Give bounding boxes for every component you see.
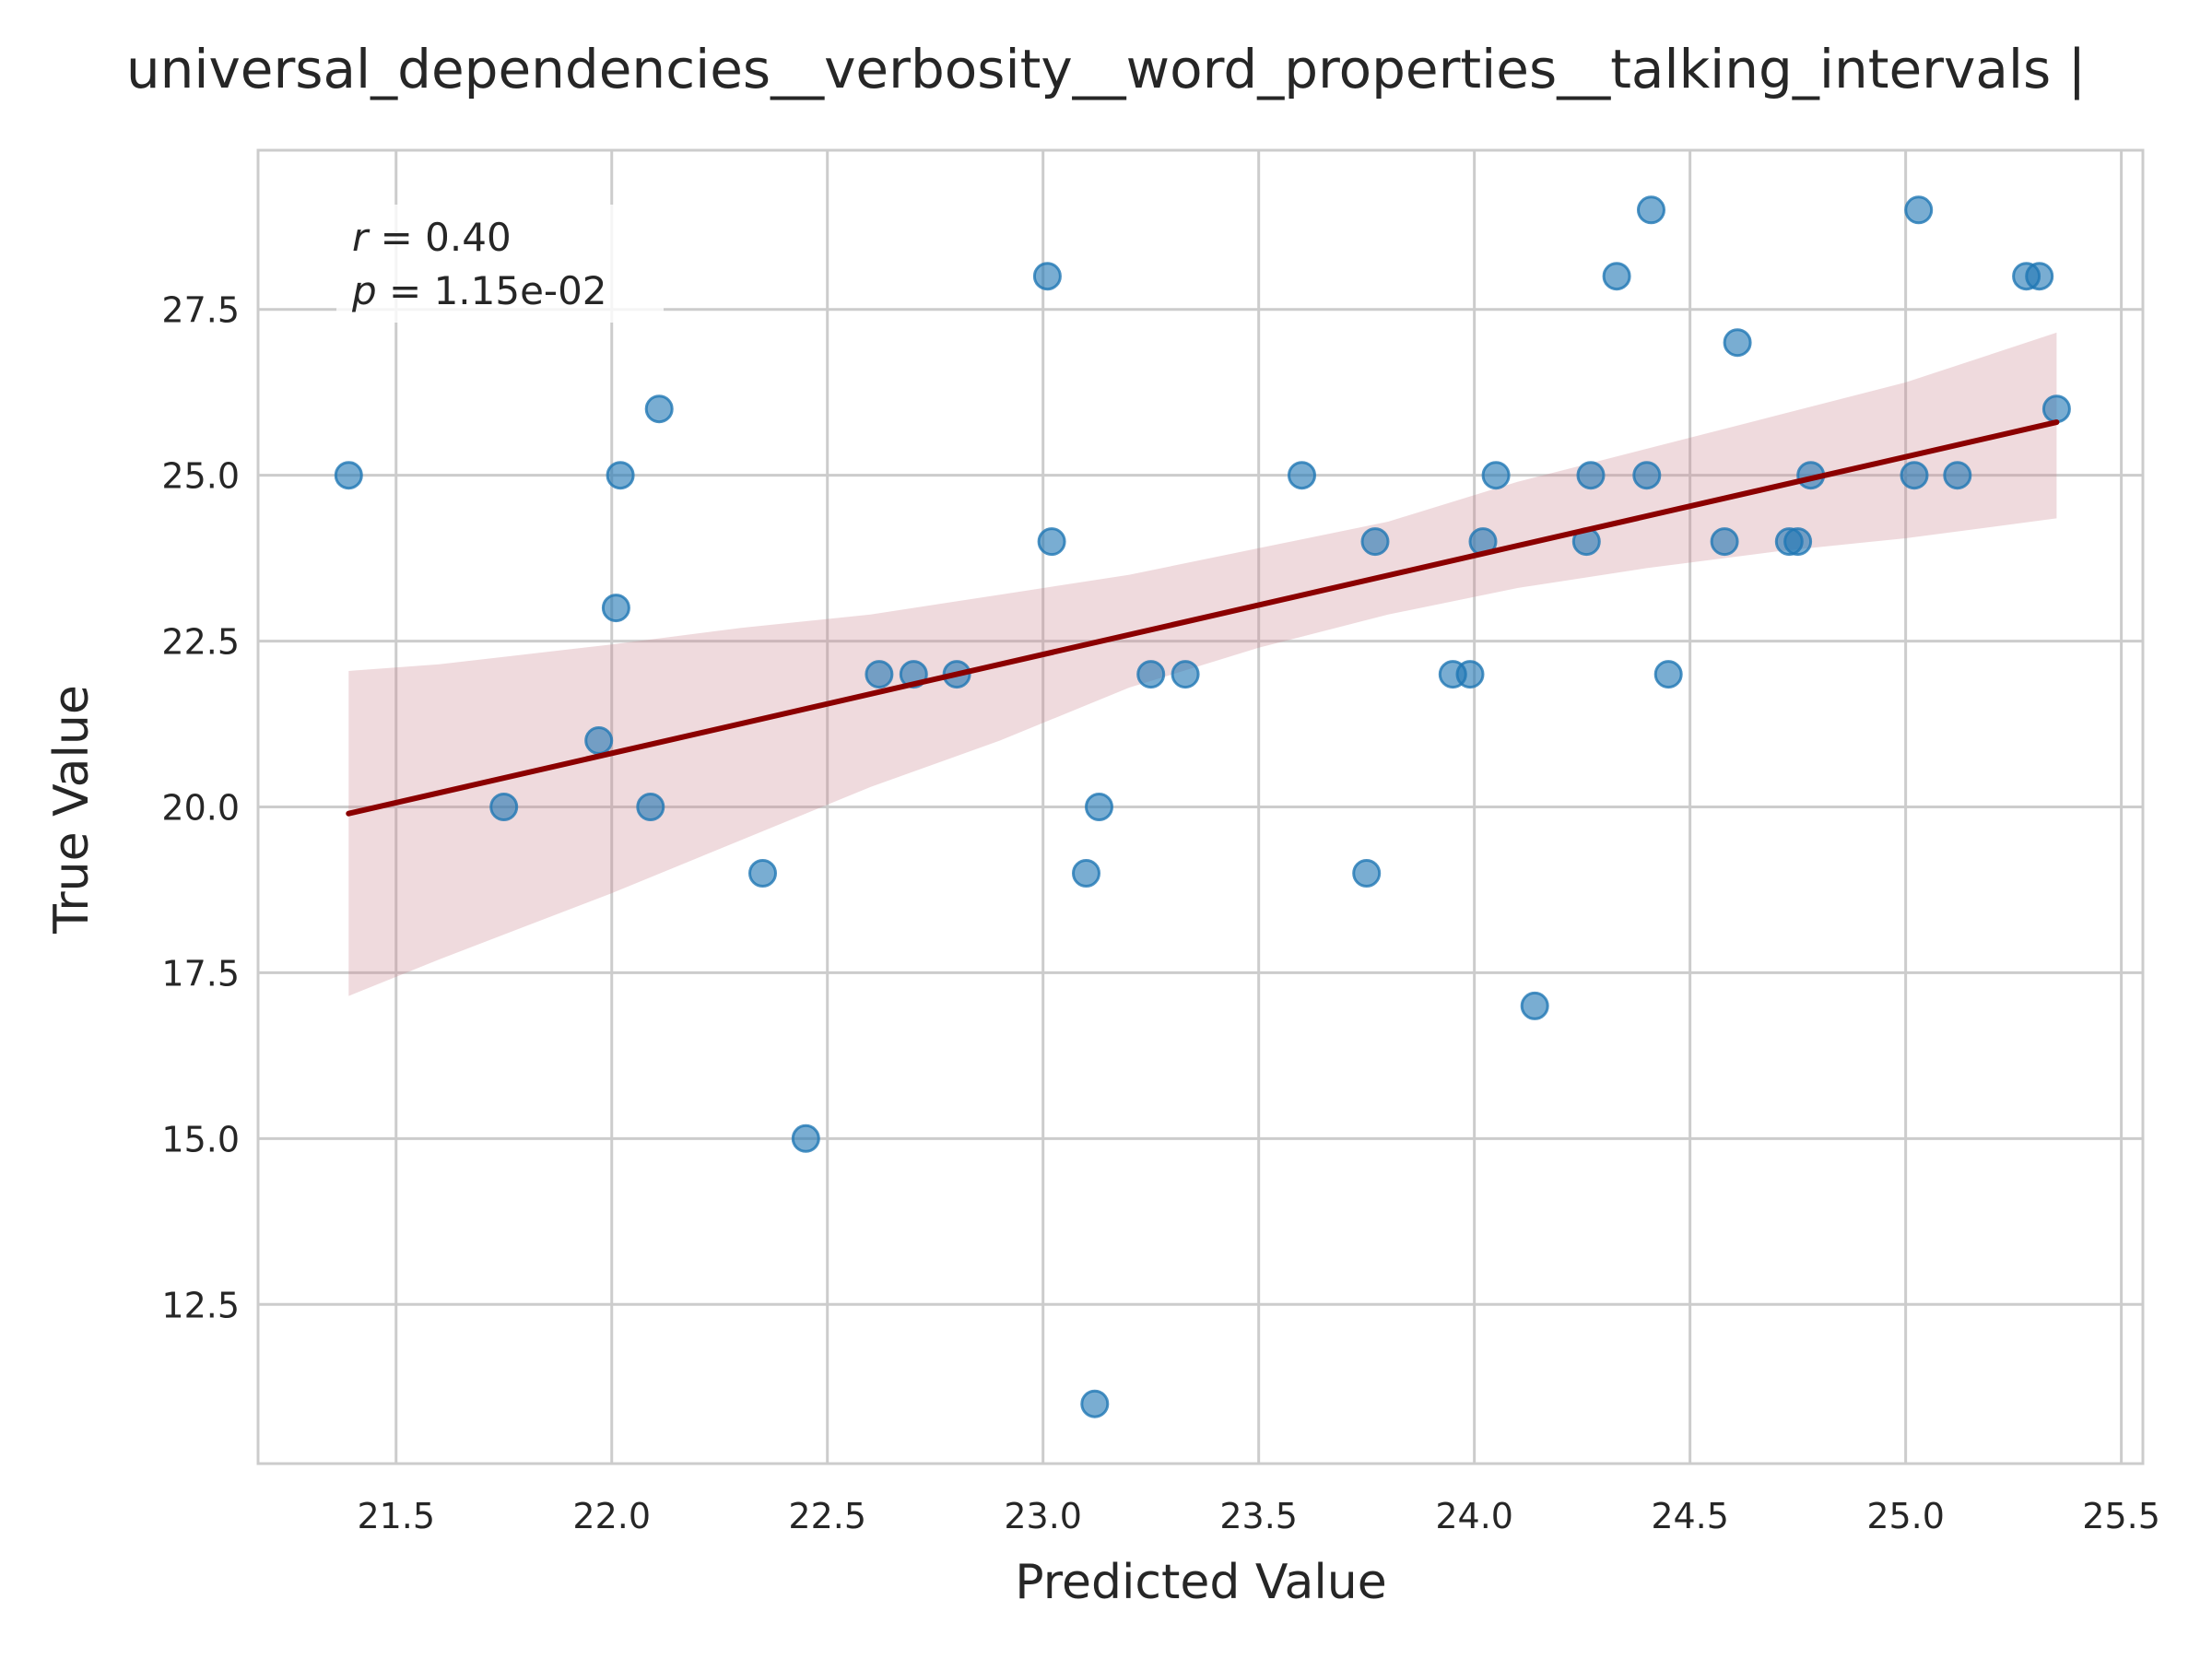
stats-annotation-box — [336, 205, 664, 323]
stats-annotation: r = 0.40 p = 1.15e-02 — [336, 205, 664, 323]
data-point — [1037, 527, 1066, 557]
y-tick-label: 20.0 — [161, 788, 240, 829]
confidence-band-area — [348, 332, 2057, 996]
data-point — [791, 1124, 820, 1153]
data-point — [1171, 660, 1200, 689]
data-point — [1136, 660, 1166, 689]
data-point — [1783, 527, 1813, 557]
x-tick-label: 22.0 — [572, 1496, 651, 1536]
grid — [258, 150, 2143, 1464]
y-tick-label: 15.0 — [161, 1119, 240, 1159]
data-point — [334, 461, 363, 490]
data-point — [1602, 262, 1631, 291]
data-point — [1085, 793, 1113, 821]
data-point — [865, 660, 894, 689]
data-point — [1653, 660, 1683, 689]
data-point — [601, 594, 630, 623]
x-tick-label: 24.0 — [1435, 1496, 1513, 1536]
data-point — [1352, 859, 1382, 888]
regression-line — [346, 419, 2060, 817]
data-point — [1904, 195, 1934, 225]
x-tick-label: 23.0 — [1004, 1496, 1082, 1536]
x-tick-label: 24.5 — [1651, 1496, 1729, 1536]
x-tick-label: 23.5 — [1219, 1496, 1298, 1536]
data-point — [1637, 195, 1665, 225]
data-point — [1576, 461, 1606, 490]
data-point — [584, 726, 614, 755]
stat-p-value: = 1.15e-02 — [377, 268, 607, 313]
data-point — [1900, 461, 1929, 490]
data-point — [2041, 394, 2071, 424]
y-tick-label: 25.0 — [161, 456, 240, 497]
chart-title: universal_dependencies__verbosity__word_… — [126, 38, 2086, 100]
x-tick-label: 25.5 — [2082, 1496, 2160, 1536]
x-tick-label: 22.5 — [788, 1496, 866, 1536]
data-point — [1723, 328, 1752, 358]
data-points — [334, 195, 2071, 1418]
confidence-band — [348, 332, 2057, 996]
x-axis-label: Predicted Value — [1015, 1555, 1386, 1610]
data-point — [636, 793, 665, 821]
y-tick-labels: 12.5 15.0 17.5 20.0 22.5 25.0 27.5 — [161, 290, 240, 1326]
stat-r-symbol: r — [352, 215, 371, 260]
regression-line-group — [346, 419, 2060, 817]
data-point — [1943, 461, 1972, 490]
data-point — [2025, 262, 2054, 291]
y-tick-label: 12.5 — [161, 1285, 240, 1325]
x-tick-label: 25.0 — [1866, 1496, 1945, 1536]
data-point — [489, 793, 519, 821]
data-point — [1632, 461, 1662, 490]
data-point — [1080, 1389, 1110, 1418]
data-point — [1455, 660, 1485, 689]
y-tick-label: 17.5 — [161, 953, 240, 994]
data-point — [748, 859, 777, 888]
x-tick-labels: 21.5 22.0 22.5 23.0 23.5 24.0 24.5 25.0 25.5 — [357, 1496, 2159, 1536]
stat-r: r = 0.40 — [352, 215, 512, 260]
data-point — [1481, 461, 1511, 490]
y-tick-label: 27.5 — [161, 290, 240, 331]
y-axis-label: True Value — [44, 685, 100, 935]
data-point — [1288, 461, 1316, 490]
stat-r-value: = 0.40 — [368, 215, 511, 260]
data-point — [1072, 859, 1100, 888]
stat-p-symbol: p — [351, 268, 377, 313]
data-point — [1710, 527, 1739, 557]
data-point — [1032, 262, 1062, 291]
data-point — [1360, 527, 1390, 557]
data-point — [1520, 991, 1549, 1020]
x-tick-label: 21.5 — [357, 1496, 435, 1536]
data-point — [644, 394, 674, 424]
plot-frame — [256, 148, 2145, 1465]
y-tick-label: 22.5 — [161, 622, 240, 663]
stat-p: p = 1.15e-02 — [351, 268, 607, 313]
data-point — [606, 461, 635, 490]
